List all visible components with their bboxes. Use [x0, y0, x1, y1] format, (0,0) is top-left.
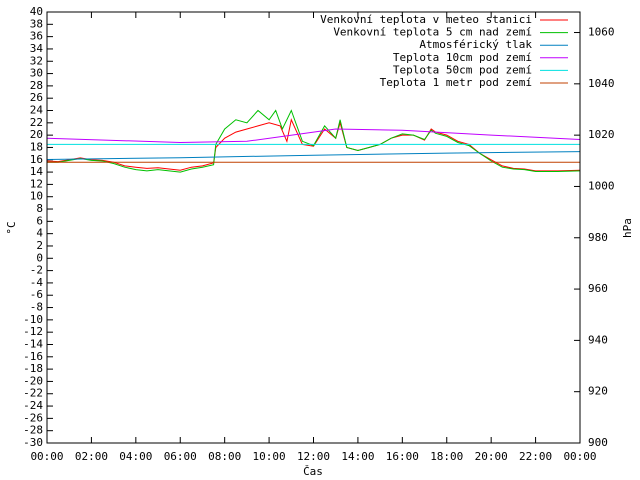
y2-tick-label: 980	[588, 231, 608, 244]
y-tick-label: -24	[23, 399, 43, 412]
y-tick-label: -8	[30, 301, 43, 314]
x-tick-label: 12:00	[297, 450, 330, 463]
legend-label: Venkovní teplota 5 cm nad zemí	[333, 26, 532, 39]
x-tick-label: 08:00	[208, 450, 241, 463]
x-tick-label: 20:00	[475, 450, 508, 463]
series-line	[46, 151, 581, 160]
legend-label: Teplota 10cm pod zemí	[393, 51, 532, 64]
y-tick-label: -10	[23, 313, 43, 326]
x-tick-label: 22:00	[519, 450, 552, 463]
legend-label: Teplota 50cm pod zemí	[393, 63, 532, 76]
y-tick-label: 0	[36, 251, 43, 264]
y-tick-label: -26	[23, 411, 43, 424]
x-tick-label: 00:00	[563, 450, 596, 463]
legend-label: Atmosférický tlak	[419, 38, 532, 51]
y2-tick-label: 1000	[588, 179, 615, 192]
y-tick-label: -28	[23, 424, 43, 437]
y2-tick-label: 1040	[588, 77, 615, 90]
x-tick-label: 18:00	[430, 450, 463, 463]
y-tick-label: 28	[30, 79, 43, 92]
x-tick-label: 14:00	[341, 450, 374, 463]
y2-tick-label: 920	[588, 385, 608, 398]
y-tick-label: 8	[36, 202, 43, 215]
y-tick-label: 6	[36, 214, 43, 227]
y2-tick-label: 1020	[588, 128, 615, 141]
y-tick-label: -22	[23, 387, 43, 400]
x-tick-label: 16:00	[386, 450, 419, 463]
y-tick-label: 32	[30, 54, 43, 67]
y-tick-label: -14	[23, 337, 43, 350]
x-tick-label: 00:00	[30, 450, 63, 463]
x-axis-label: Čas	[303, 465, 323, 478]
legend-label: Venkovní teplota v meteo stanici	[320, 13, 532, 26]
y-tick-label: 18	[30, 140, 43, 153]
y-tick-label: 2	[36, 239, 43, 252]
x-tick-label: 04:00	[119, 450, 152, 463]
y2-tick-label: 940	[588, 333, 608, 346]
y2-tick-label: 960	[588, 282, 608, 295]
y-tick-label: 22	[30, 116, 43, 129]
y-tick-label: -6	[30, 288, 43, 301]
series-line	[46, 128, 581, 144]
y-tick-label: -2	[30, 264, 43, 277]
x-tick-label: 06:00	[164, 450, 197, 463]
y-tick-label: -20	[23, 374, 43, 387]
y-tick-label: 12	[30, 177, 43, 190]
y-tick-label: 10	[30, 190, 43, 203]
y-tick-label: 36	[30, 30, 43, 43]
legend-label: Teplota 1 metr pod zemí	[380, 76, 532, 89]
y-tick-label: -16	[23, 350, 43, 363]
y-tick-label: 24	[30, 104, 44, 117]
y-tick-label: 20	[30, 128, 43, 141]
y-tick-label: 4	[36, 227, 43, 240]
y-tick-label: 30	[30, 67, 43, 80]
y-tick-label: -4	[30, 276, 44, 289]
y2-tick-label: 900	[588, 436, 608, 449]
y-axis-label: °C	[5, 221, 18, 234]
y-tick-label: 34	[30, 42, 44, 55]
y2-axis-label: hPa	[621, 218, 634, 238]
x-tick-label: 02:00	[75, 450, 108, 463]
y2-tick-label: 1060	[588, 26, 615, 39]
plot-frame	[46, 11, 581, 444]
y-tick-label: 38	[30, 17, 43, 30]
y-tick-label: -12	[23, 325, 43, 338]
y-tick-label: 40	[30, 5, 43, 18]
y-tick-label: 14	[30, 165, 44, 178]
x-tick-label: 10:00	[253, 450, 286, 463]
y-tick-label: 26	[30, 91, 43, 104]
y-tick-label: -18	[23, 362, 43, 375]
y-tick-label: 16	[30, 153, 43, 166]
y-tick-label: -30	[23, 436, 43, 449]
